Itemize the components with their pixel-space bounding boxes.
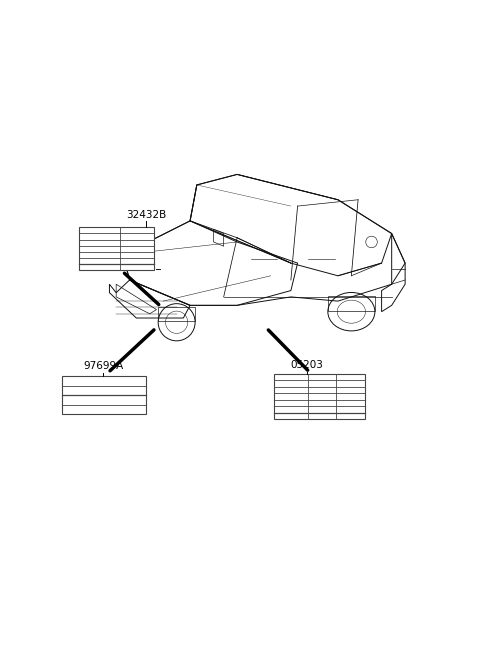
- Bar: [274, 374, 365, 419]
- Bar: [79, 227, 154, 270]
- Text: 32432B: 32432B: [126, 210, 167, 220]
- Text: 05203: 05203: [291, 360, 324, 370]
- Bar: [62, 376, 146, 415]
- Text: 97699A: 97699A: [83, 361, 123, 371]
